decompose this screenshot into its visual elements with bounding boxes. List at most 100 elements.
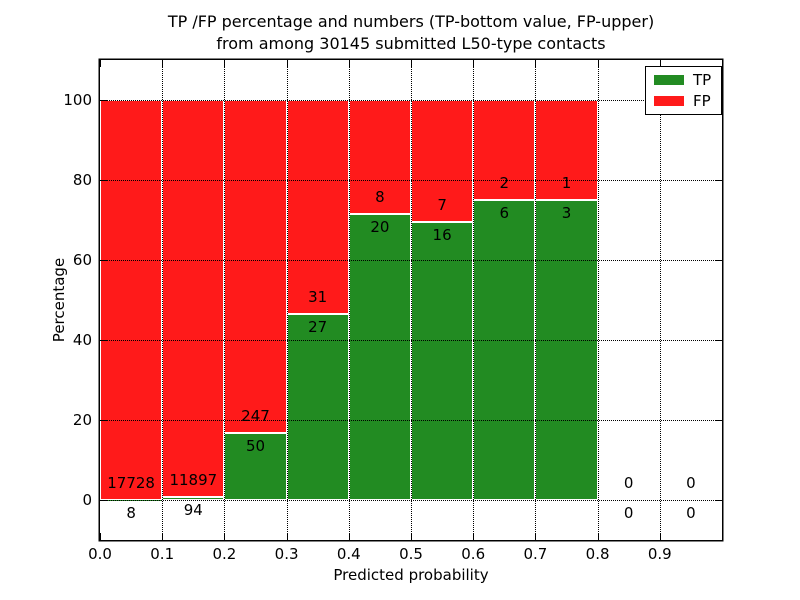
fp-count-label: 7	[437, 195, 447, 214]
x-tick-label: 0.2	[212, 545, 237, 563]
legend-item-fp: FP	[654, 93, 711, 109]
x-tick-mark-top	[286, 60, 288, 67]
y-tick-mark-right	[715, 260, 722, 261]
x-tick-mark-top	[100, 60, 101, 67]
tp-count-label: 0	[623, 504, 634, 522]
x-tick-mark-top	[348, 60, 350, 67]
y-tick-label: 60	[72, 251, 92, 269]
y-tick-mark	[100, 340, 107, 341]
x-tick-mark-top	[162, 60, 164, 67]
v-gridline	[411, 60, 412, 540]
x-tick-label: 0.5	[399, 545, 423, 563]
tp-bar	[473, 200, 536, 500]
fp-bar	[162, 100, 225, 497]
tp-count-label: 50	[245, 436, 266, 455]
y-tick-label: 0	[82, 491, 92, 509]
y-tick-mark	[100, 500, 107, 501]
v-gridline	[535, 60, 537, 540]
tp-count-label: 27	[308, 317, 328, 336]
tp-bar	[535, 200, 598, 500]
y-axis-label: Percentage	[50, 257, 68, 343]
fp-count-label: 1	[561, 174, 572, 192]
fp-count-label: 247	[241, 406, 270, 425]
x-tick-label: 0.1	[150, 545, 175, 563]
x-tick-mark	[659, 533, 661, 540]
y-tick-label: 100	[63, 91, 92, 109]
x-tick-label: 0.3	[274, 545, 299, 563]
fp-bar	[224, 100, 287, 433]
tp-count-label: 94	[183, 500, 203, 519]
tp-count-label: 6	[499, 204, 510, 222]
x-tick-mark-top	[473, 60, 475, 67]
v-gridline	[659, 60, 661, 540]
v-gridline	[162, 60, 164, 540]
x-tick-mark	[162, 533, 164, 540]
tp-bar	[286, 313, 349, 500]
x-tick-mark	[535, 533, 537, 540]
fp-count-label: 0	[686, 474, 696, 492]
y-tick-mark-right	[715, 420, 722, 421]
v-gridline	[597, 60, 599, 540]
x-tick-mark	[597, 533, 599, 540]
y-tick-label: 40	[72, 331, 92, 349]
fp-count-label: 11897	[169, 470, 218, 489]
y-tick-mark-right	[715, 500, 722, 501]
y-tick-mark-right	[715, 180, 722, 181]
tp-count-label: 8	[126, 503, 136, 522]
x-tick-mark	[411, 533, 412, 540]
x-tick-label: 0.0	[88, 545, 112, 563]
y-tick-mark	[100, 420, 107, 421]
y-tick-label: 20	[72, 411, 92, 429]
v-gridline	[286, 60, 288, 540]
legend-item-tp: TP	[654, 72, 711, 88]
v-gridline	[224, 60, 226, 540]
tp-legend-swatch	[654, 75, 684, 85]
legend: TP FP	[645, 66, 723, 115]
fp-bar	[286, 100, 349, 314]
chart-title-line2: from among 30145 submitted L50-type cont…	[216, 34, 606, 53]
y-tick-mark	[100, 180, 107, 181]
tp-count-label: 20	[370, 218, 390, 237]
tp-bar	[348, 214, 411, 500]
x-tick-label: 0.6	[461, 545, 486, 563]
x-tick-mark	[348, 533, 350, 540]
fp-count-label: 8	[375, 188, 385, 207]
fp-count-label: 31	[308, 287, 328, 306]
x-tick-label: 0.4	[336, 545, 361, 563]
x-tick-mark-top	[659, 60, 661, 67]
y-tick-mark	[100, 260, 107, 261]
fp-legend-swatch	[654, 96, 684, 106]
v-gridline	[473, 60, 475, 540]
x-tick-mark	[224, 533, 226, 540]
y-tick-label: 80	[72, 171, 92, 189]
tp-count-label: 3	[561, 204, 572, 222]
y-tick-mark-right	[715, 340, 722, 341]
tp-legend-label: TP	[693, 71, 712, 89]
x-axis-label: Predicted probability	[333, 566, 489, 584]
fp-bar	[411, 100, 474, 222]
x-tick-mark-top	[411, 60, 412, 67]
x-tick-mark	[100, 533, 101, 540]
chart-title: TP /FP percentage and numbers (TP-bottom…	[100, 11, 722, 55]
x-tick-label: 0.8	[585, 545, 610, 563]
x-tick-mark-top	[224, 60, 226, 67]
tp-count-label: 0	[686, 504, 696, 522]
x-tick-label: 0.7	[523, 545, 548, 563]
fp-legend-label: FP	[693, 92, 711, 110]
fp-count-label: 0	[623, 474, 634, 492]
fp-bar	[100, 100, 163, 500]
tp-count-label: 16	[432, 225, 452, 244]
v-gridline	[348, 60, 350, 540]
fp-count-label: 2	[499, 174, 510, 192]
x-tick-mark-top	[597, 60, 599, 67]
x-tick-mark	[286, 533, 288, 540]
tp-bar	[411, 221, 474, 500]
chart-title-line1: TP /FP percentage and numbers (TP-bottom…	[167, 12, 655, 31]
x-tick-label: 0.9	[647, 545, 672, 563]
fp-count-label: 17728	[107, 473, 155, 492]
x-tick-mark	[473, 533, 475, 540]
x-tick-mark-top	[535, 60, 537, 67]
plot-area: 17728 8 11897 94 247 50 31 27 8 20 7 16 2 6 1 3 0 0 0 0	[100, 60, 722, 540]
tp-bar	[224, 432, 287, 500]
